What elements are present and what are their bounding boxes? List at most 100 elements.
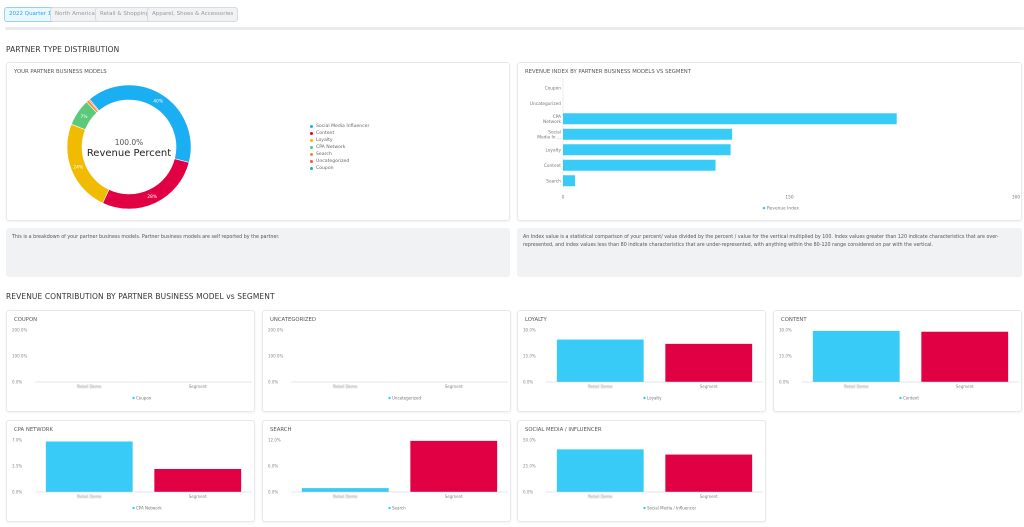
category-label: Retail Demo [333,384,358,389]
legend-item[interactable]: Coupon [310,165,369,172]
category-label: Retail Demo [588,384,613,389]
legend-dot-icon [310,167,313,170]
value-bar [45,441,133,492]
chart-card-social-media-influencer: SOCIAL MEDIA / INFLUENCER 0.0% 25.0% 50.0% R… [517,420,766,522]
filter-chip[interactable]: Apparel, Shoes & Accessories [147,7,239,22]
bar-chart: 0.0% 15.0% 30.0% Retail Demo Segment Content [779,328,1019,401]
y-tick-label: 0.0% [523,380,533,385]
card-title: UNCATEGORIZED [270,317,316,323]
y-tick-label: 30.0% [779,328,792,333]
legend-dot-icon [310,160,313,163]
legend-item[interactable]: Uncategorized [310,158,369,165]
card-title: SEARCH [270,427,292,433]
legend-label: Social Media Influencer [316,124,370,129]
legend-dot-icon [310,153,313,156]
legend-dot-icon [643,506,646,510]
legend-label: Content [903,396,919,401]
section-title-distribution: PARTNER TYPE DISTRIBUTION [6,45,120,54]
value-bar [154,468,242,492]
y-tick-label: 200.0% [268,328,283,333]
category-label: Network [543,119,561,125]
category-label: Segment [700,384,718,389]
bar-chart: 0.0% 15.0% 30.0% Retail Demo Segment Loyalty [523,328,763,401]
revenue-index-panel: REVENUE INDEX BY PARTNER BUSINESS MODELS… [517,62,1022,221]
divider [5,27,1024,30]
bar-chart: 0.0% 3.5% 7.0% Retail Demo Segment CPA Networ… [12,438,252,511]
bar-chart: 0.0% 25.0% 50.0% Retail Demo Segment Social M… [523,438,763,511]
category-label: Retail Demo [333,494,358,499]
y-tick-label: 6.0% [268,464,278,469]
legend-item[interactable]: Content [310,130,369,137]
legend-dot-icon [899,396,902,400]
index-bar [563,175,576,187]
legend-item[interactable]: Search [310,151,369,158]
y-tick-label: 0.0% [12,490,22,495]
category-label: Media In ... [537,134,561,140]
legend-label: Coupon [316,166,334,171]
category-label: Segment [189,494,207,499]
legend-dot-icon [388,506,391,510]
donut-slice [66,123,110,204]
legend-item[interactable]: CPA Network [310,144,369,151]
filter-chip[interactable]: Retail & Shopping [95,7,155,22]
y-tick-label: 30.0% [523,328,536,333]
section-title-contribution: REVENUE CONTRIBUTION BY PARTNER BUSINESS… [6,292,275,301]
filter-chip[interactable]: North America [50,7,100,22]
legend-dot-icon [310,125,313,128]
y-tick-label: 0.0% [12,380,22,385]
legend-dot-icon [310,146,313,149]
value-bar [410,440,498,492]
category-label: Segment [700,494,718,499]
y-tick-label: 7.0% [12,438,22,443]
y-tick-label: 25.0% [523,464,536,469]
models-description: This is a breakdown of your partner busi… [6,228,510,277]
panel-title: YOUR PARTNER BUSINESS MODELS [14,69,107,75]
category-label: Social [548,129,561,135]
partner-models-panel: YOUR PARTNER BUSINESS MODELS 40% 28% 24% 7%… [6,62,510,221]
legend-dot-icon [643,396,646,400]
panel-title: REVENUE INDEX BY PARTNER BUSINESS MODELS… [525,69,691,75]
value-bar [812,330,900,382]
category-label: Segment [445,384,463,389]
index-bar [563,128,733,140]
y-tick-label: 0.0% [779,380,789,385]
donut-slice [102,158,190,210]
value-bar [301,488,389,492]
category-label: Uncategorized [530,101,561,107]
chart-card-search: SEARCH 0.0% 6.0% 12.0% Retail Demo Segment Sea… [262,420,511,522]
legend-dot-icon [132,506,135,510]
legend-item[interactable]: Loyalty [310,137,369,144]
y-tick-label: 0.0% [268,490,278,495]
card-title: LOYALTY [525,317,547,323]
category-label: Segment [445,494,463,499]
y-tick-label: 0.0% [268,380,278,385]
category-label: CPA [553,114,561,120]
card-title: COUPON [14,317,38,323]
value-bar [665,454,753,492]
category-label: Retail Demo [77,384,102,389]
y-tick-label: 12.0% [268,438,281,443]
chart-card-uncategorized: UNCATEGORIZED 0.0% 100.0% 200.0% Retail Demo… [262,310,511,412]
legend-label: Coupon [136,396,152,401]
chart-card-coupon: COUPON 0.0% 100.0% 200.0% Retail Demo Segment… [6,310,255,412]
index-bar [563,159,716,171]
category-label: Coupon [545,85,562,91]
y-tick-label: 3.5% [12,464,22,469]
legend-dot-icon [762,206,766,210]
y-tick-label: 100.0% [268,354,283,359]
y-tick-label: 15.0% [523,354,536,359]
filter-chip[interactable]: 2022 Quarter 1 [4,7,57,22]
legend-label: Loyalty [647,396,662,401]
legend-item[interactable]: Social Media Influencer [310,123,369,130]
slice-label: 24% [73,165,84,171]
x-tick-label: 0 [562,195,565,201]
legend-label: CPA Network [316,145,346,150]
y-tick-label: 15.0% [779,354,792,359]
x-tick-label: 150 [785,195,793,201]
index-bar [563,144,731,156]
donut-slice [88,98,100,112]
chart-card-cpa-network: CPA NETWORK 0.0% 3.5% 7.0% Retail Demo Segmen… [6,420,255,522]
category-label: Loyalty [545,147,561,153]
legend-label: Content [316,131,335,136]
